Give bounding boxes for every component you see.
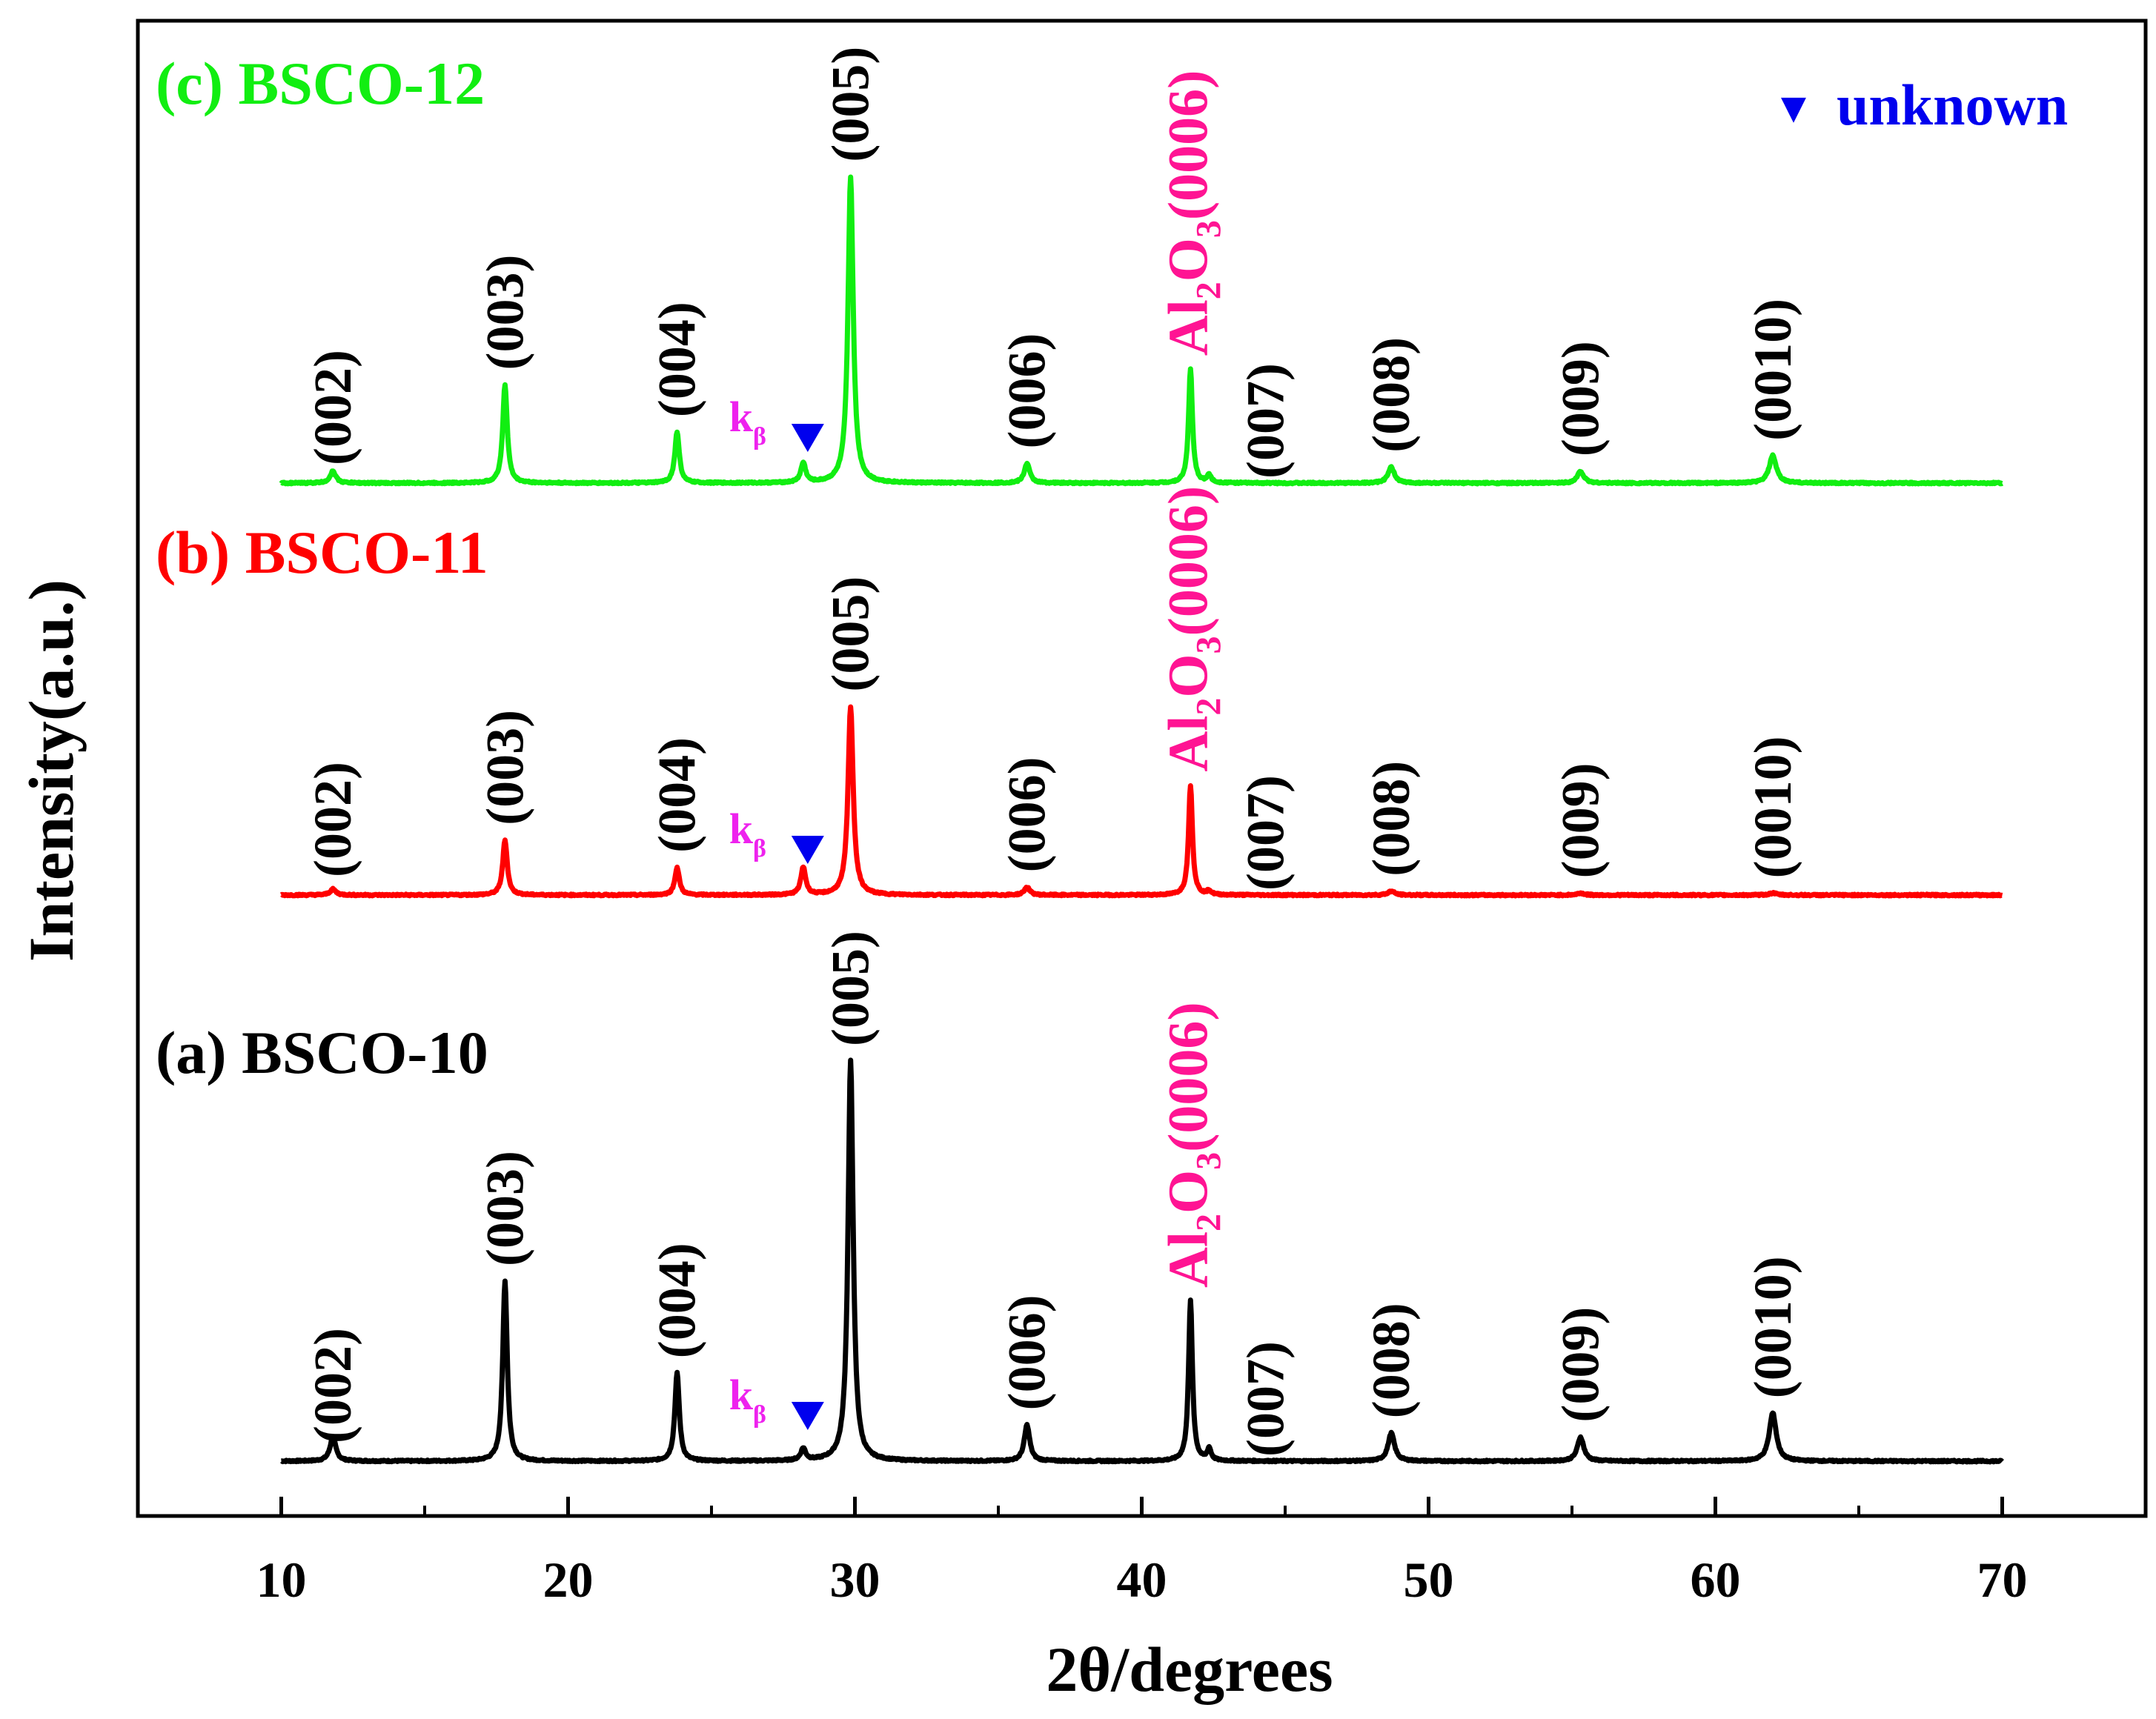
miller-label: (002) xyxy=(303,1328,362,1443)
miller-label: (003) xyxy=(475,1151,534,1266)
trace-a xyxy=(279,1057,2004,1465)
legend-unknown-marker: ▼ xyxy=(1772,84,1814,132)
x-tick-label: 20 xyxy=(543,1552,594,1608)
x-tick-label: 60 xyxy=(1691,1552,1741,1608)
legend-unknown-label: unknown xyxy=(1837,73,2068,137)
x-tick-label: 50 xyxy=(1404,1552,1454,1608)
miller-label: (007) xyxy=(1235,775,1295,891)
series-name-c: (c) BSCO-12 xyxy=(156,50,485,117)
miller-label: (009) xyxy=(1551,1307,1611,1423)
unknown-marker xyxy=(791,424,824,452)
kbeta-label: kβ xyxy=(729,393,766,450)
miller-label: (004) xyxy=(648,302,707,417)
trace-b xyxy=(279,704,2004,899)
miller-label: (002) xyxy=(303,762,362,877)
miller-label: (005) xyxy=(821,931,880,1046)
miller-label: (008) xyxy=(1361,1303,1421,1418)
miller-label: (006) xyxy=(998,333,1057,449)
annotations: (a) BSCO-10 (002) (003) (004) kβ (005) (006) Al… xyxy=(156,47,1802,1457)
trace-c xyxy=(279,174,2004,487)
x-tick-label: 70 xyxy=(1977,1552,2028,1608)
miller-label: (0010) xyxy=(1743,736,1802,878)
miller-label: (009) xyxy=(1551,341,1611,456)
miller-label: (003) xyxy=(475,710,534,825)
series-name-b: (b) BSCO-11 xyxy=(156,519,488,586)
unknown-marker xyxy=(791,1402,824,1430)
miller-label: (009) xyxy=(1551,762,1611,878)
miller-label: (008) xyxy=(1361,337,1421,453)
x-tick-label: 30 xyxy=(830,1552,880,1608)
miller-label: (004) xyxy=(648,737,707,853)
y-axis-label: Intensity(a.u.) xyxy=(16,579,87,962)
miller-label: (005) xyxy=(821,47,880,162)
traces xyxy=(279,174,2004,1465)
x-tick-label: 40 xyxy=(1117,1552,1167,1608)
x-axis: 10 20 30 40 50 60 70 xyxy=(256,1497,2028,1608)
miller-label: (007) xyxy=(1235,363,1295,479)
unknown-marker xyxy=(791,836,824,864)
miller-label: (002) xyxy=(303,350,362,465)
substrate-peak-label: Al2O3(0006) xyxy=(1157,1002,1228,1288)
substrate-peak-label: Al2O3(0006) xyxy=(1157,486,1228,772)
miller-label: (008) xyxy=(1361,761,1421,877)
miller-label: (005) xyxy=(821,576,880,692)
miller-label: (006) xyxy=(998,1294,1057,1410)
legend: ▼ unknown xyxy=(1772,73,2068,137)
miller-label: (004) xyxy=(648,1243,707,1358)
x-tick-label: 10 xyxy=(256,1552,307,1608)
miller-label: (0010) xyxy=(1743,1256,1802,1398)
plot-frame xyxy=(136,19,2148,1518)
miller-label: (006) xyxy=(998,757,1057,872)
series-name-a: (a) BSCO-10 xyxy=(156,1019,488,1086)
miller-label: (007) xyxy=(1235,1341,1295,1457)
miller-label: (003) xyxy=(475,255,534,370)
kbeta-label: kβ xyxy=(729,1371,766,1429)
substrate-peak-label: Al2O3(0006) xyxy=(1157,70,1228,356)
kbeta-label: kβ xyxy=(729,805,766,862)
miller-label: (0010) xyxy=(1743,299,1802,441)
x-axis-label: 2θ/degrees xyxy=(1046,1634,1333,1705)
